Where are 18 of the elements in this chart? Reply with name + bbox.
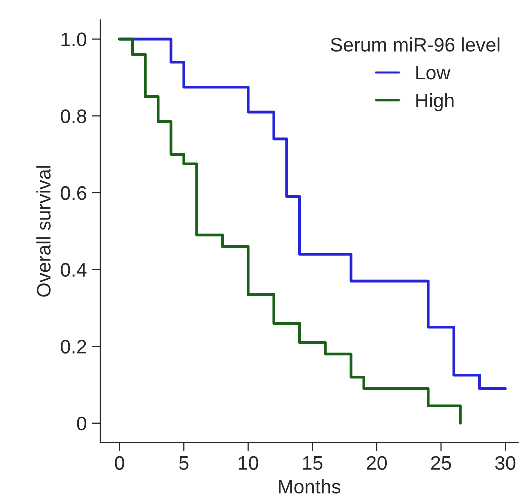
- legend-label: High: [416, 93, 454, 112]
- x-tick-label: 5: [179, 456, 189, 470]
- legend-title: Serum miR-96 level: [331, 38, 500, 52]
- x-tick-label: 25: [431, 456, 452, 470]
- x-tick-label: 30: [495, 456, 516, 470]
- y-tick-label: 0.4: [61, 263, 87, 278]
- y-tick-label: 0.2: [61, 340, 86, 354]
- legend-label: Low: [416, 66, 451, 80]
- x-axis-title: Months: [279, 480, 341, 494]
- y-tick-label: 0.6: [61, 186, 86, 200]
- y-tick-label: 0: [77, 416, 87, 431]
- x-tick-label: 20: [367, 456, 388, 470]
- x-tick-label: 15: [303, 456, 323, 470]
- x-tick-label: 10: [239, 456, 258, 470]
- x-tick-label: 0: [115, 456, 124, 470]
- y-axis-title: Overall survival: [36, 166, 51, 297]
- y-tick-label: 1.0: [62, 32, 87, 47]
- y-tick-label: 0.8: [61, 110, 86, 124]
